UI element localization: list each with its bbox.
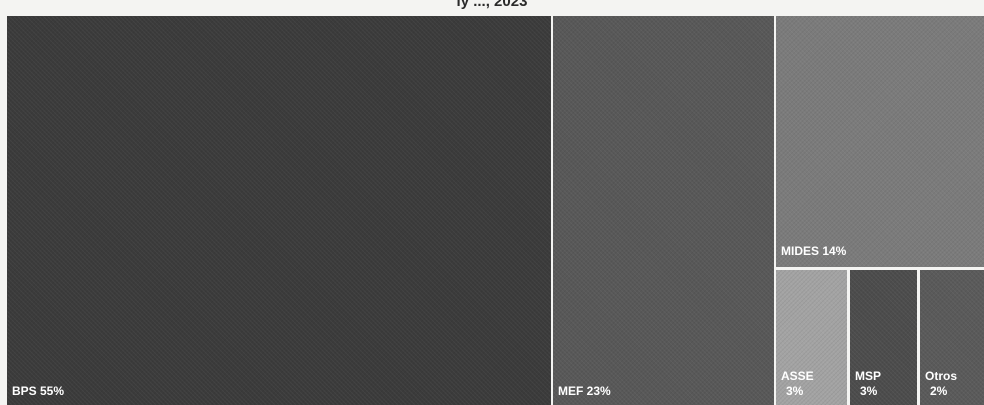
treemap-tile-mef: MEF 23%	[553, 16, 776, 405]
tile-label-asse-pct: 3%	[786, 384, 804, 398]
treemap-chart: BPS 55% MEF 23% MIDES 14% ASSE 3% MSP 3%…	[7, 16, 984, 405]
tile-label-otros-name: Otros	[925, 369, 958, 383]
tile-label-mides: MIDES 14%	[781, 244, 847, 258]
tile-label-msp-name: MSP	[855, 369, 882, 383]
treemap-tile-otros: Otros 2%	[920, 270, 984, 405]
treemap-tile-asse: ASSE 3%	[776, 270, 850, 405]
chart-title: ly ..., 2023	[456, 0, 528, 10]
tile-label-otros: Otros 2%	[925, 369, 957, 399]
tile-label-msp: MSP 3%	[855, 369, 881, 399]
tile-label-mef: MEF 23%	[558, 384, 611, 398]
tile-label-otros-pct: 2%	[930, 384, 948, 398]
tile-label-asse-name: ASSE	[781, 369, 814, 383]
tile-label-msp-pct: 3%	[860, 384, 878, 398]
treemap-tile-msp: MSP 3%	[850, 270, 920, 405]
treemap-tile-mides: MIDES 14%	[776, 16, 984, 270]
tile-label-asse: ASSE 3%	[781, 369, 814, 399]
treemap-tile-bps: BPS 55%	[7, 16, 553, 405]
tile-label-bps: BPS 55%	[12, 384, 65, 398]
